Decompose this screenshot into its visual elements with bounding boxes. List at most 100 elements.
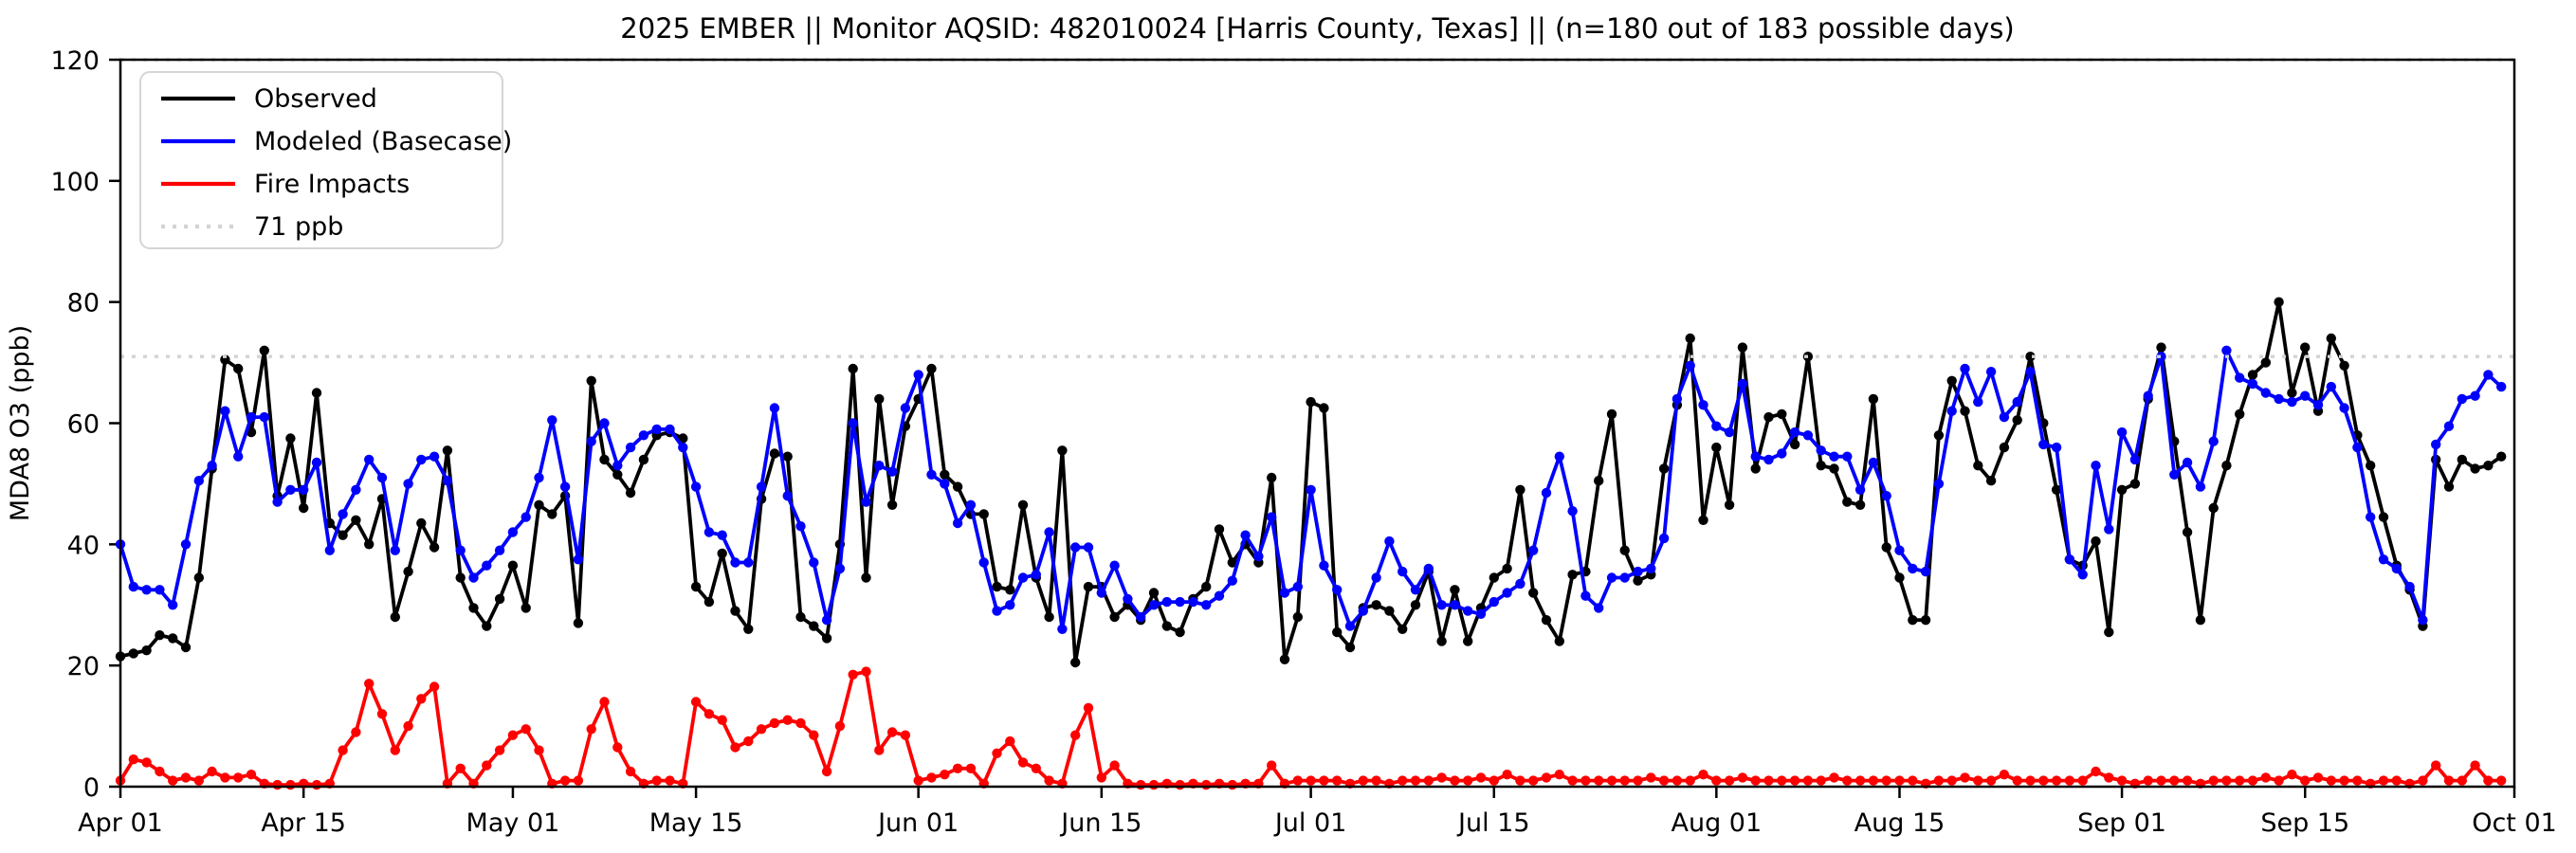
series-point-observed — [926, 363, 937, 374]
series-point-fire-impacts — [2221, 775, 2232, 786]
series-point-observed — [1070, 657, 1081, 668]
series-point-fire-impacts — [2443, 775, 2455, 786]
series-point-fire-impacts — [2156, 775, 2166, 786]
series-point-fire-impacts — [651, 775, 662, 786]
series-point-observed — [1541, 615, 1552, 626]
series-point-observed — [1633, 575, 1643, 586]
series-point-observed — [2025, 352, 2036, 362]
series-point-modeled-basecase — [311, 457, 322, 468]
series-point-modeled-basecase — [1450, 600, 1460, 610]
series-point-observed — [168, 633, 178, 644]
series-point-modeled-basecase — [1750, 451, 1761, 462]
series-point-observed — [416, 517, 427, 529]
series-point-modeled-basecase — [1881, 491, 1891, 501]
series-point-modeled-basecase — [482, 560, 492, 571]
series-point-fire-impacts — [2496, 775, 2507, 786]
series-point-modeled-basecase — [324, 545, 335, 555]
series-point-fire-impacts — [207, 766, 217, 777]
series-point-fire-impacts — [364, 679, 375, 689]
series-point-modeled-basecase — [2091, 461, 2101, 471]
series-point-fire-impacts — [2104, 772, 2114, 783]
series-point-fire-impacts — [665, 775, 675, 786]
series-point-observed — [2274, 297, 2284, 307]
series-point-observed — [638, 454, 649, 465]
series-point-fire-impacts — [1908, 775, 1918, 786]
series-point-observed — [874, 393, 885, 405]
series-point-modeled-basecase — [1410, 585, 1421, 595]
series-point-modeled-basecase — [1763, 454, 1774, 465]
series-point-modeled-basecase — [1096, 588, 1107, 598]
series-point-modeled-basecase — [338, 509, 348, 519]
series-point-observed — [455, 572, 466, 583]
series-point-modeled-basecase — [168, 600, 178, 610]
series-point-modeled-basecase — [821, 615, 832, 626]
series-point-modeled-basecase — [1908, 563, 1918, 574]
series-point-modeled-basecase — [2208, 436, 2219, 446]
legend-label-1: Observed — [254, 84, 377, 114]
series-point-observed — [1332, 626, 1343, 638]
x-tick-label: Sep 01 — [2077, 808, 2166, 838]
series-point-observed — [940, 469, 950, 480]
series-point-fire-impacts — [1528, 775, 1539, 786]
series-point-modeled-basecase — [2457, 393, 2467, 405]
series-point-modeled-basecase — [246, 411, 257, 423]
series-point-fire-impacts — [965, 763, 977, 773]
series-point-modeled-basecase — [952, 517, 963, 529]
series-point-modeled-basecase — [2260, 388, 2271, 398]
series-point-observed — [1777, 408, 1787, 420]
series-point-modeled-basecase — [586, 436, 596, 446]
series-point-observed — [482, 621, 492, 631]
series-point-fire-impacts — [730, 742, 740, 753]
series-point-observed — [1175, 626, 1185, 638]
series-point-modeled-basecase — [573, 554, 584, 565]
series-point-observed — [1763, 411, 1774, 423]
series-point-fire-impacts — [1868, 775, 1879, 786]
series-point-observed — [1960, 406, 1970, 416]
series-point-fire-impacts — [1985, 775, 1997, 786]
x-tick-label: Aug 15 — [1854, 808, 1946, 838]
series-point-modeled-basecase — [769, 403, 780, 413]
series-point-modeled-basecase — [1306, 484, 1316, 495]
series-point-fire-impacts — [416, 694, 427, 704]
series-point-fire-impacts — [1973, 775, 1983, 786]
series-point-observed — [782, 451, 793, 462]
series-point-modeled-basecase — [2418, 615, 2428, 626]
series-point-modeled-basecase — [2077, 570, 2088, 580]
series-point-modeled-basecase — [403, 479, 413, 489]
series-point-fire-impacts — [1436, 772, 1447, 783]
series-point-observed — [1489, 572, 1500, 583]
series-point-observed — [2326, 333, 2336, 344]
series-point-observed — [128, 648, 138, 659]
series-point-modeled-basecase — [1083, 542, 1094, 553]
series-point-modeled-basecase — [1423, 563, 1434, 574]
series-point-observed — [573, 618, 584, 628]
y-tick-label: 20 — [67, 652, 100, 681]
series-point-observed — [299, 502, 309, 514]
series-point-modeled-basecase — [2274, 393, 2284, 405]
series-point-fire-impacts — [2339, 775, 2349, 786]
series-point-fire-impacts — [2077, 775, 2088, 786]
series-point-observed — [180, 642, 192, 653]
series-point-fire-impacts — [717, 715, 727, 725]
series-point-modeled-basecase — [2339, 403, 2349, 413]
series-point-observed — [1816, 461, 1826, 471]
series-point-observed — [2496, 451, 2507, 462]
series-point-fire-impacts — [220, 772, 230, 783]
series-point-fire-impacts — [2025, 775, 2036, 786]
series-point-fire-impacts — [1541, 772, 1552, 783]
series-point-modeled-basecase — [651, 424, 662, 435]
x-tick-label: May 15 — [649, 808, 743, 838]
series-point-fire-impacts — [1894, 775, 1905, 786]
series-point-observed — [1410, 600, 1421, 610]
series-point-modeled-basecase — [1580, 590, 1591, 601]
series-point-modeled-basecase — [429, 451, 440, 462]
series-point-modeled-basecase — [155, 585, 165, 595]
series-point-observed — [2443, 481, 2455, 492]
series-point-observed — [2208, 502, 2219, 514]
series-point-observed — [2300, 342, 2311, 353]
y-tick-label: 120 — [50, 46, 100, 76]
series-point-observed — [1515, 484, 1526, 495]
series-point-fire-impacts — [1777, 775, 1787, 786]
series-point-modeled-basecase — [1292, 581, 1304, 592]
series-point-modeled-basecase — [1253, 551, 1264, 562]
